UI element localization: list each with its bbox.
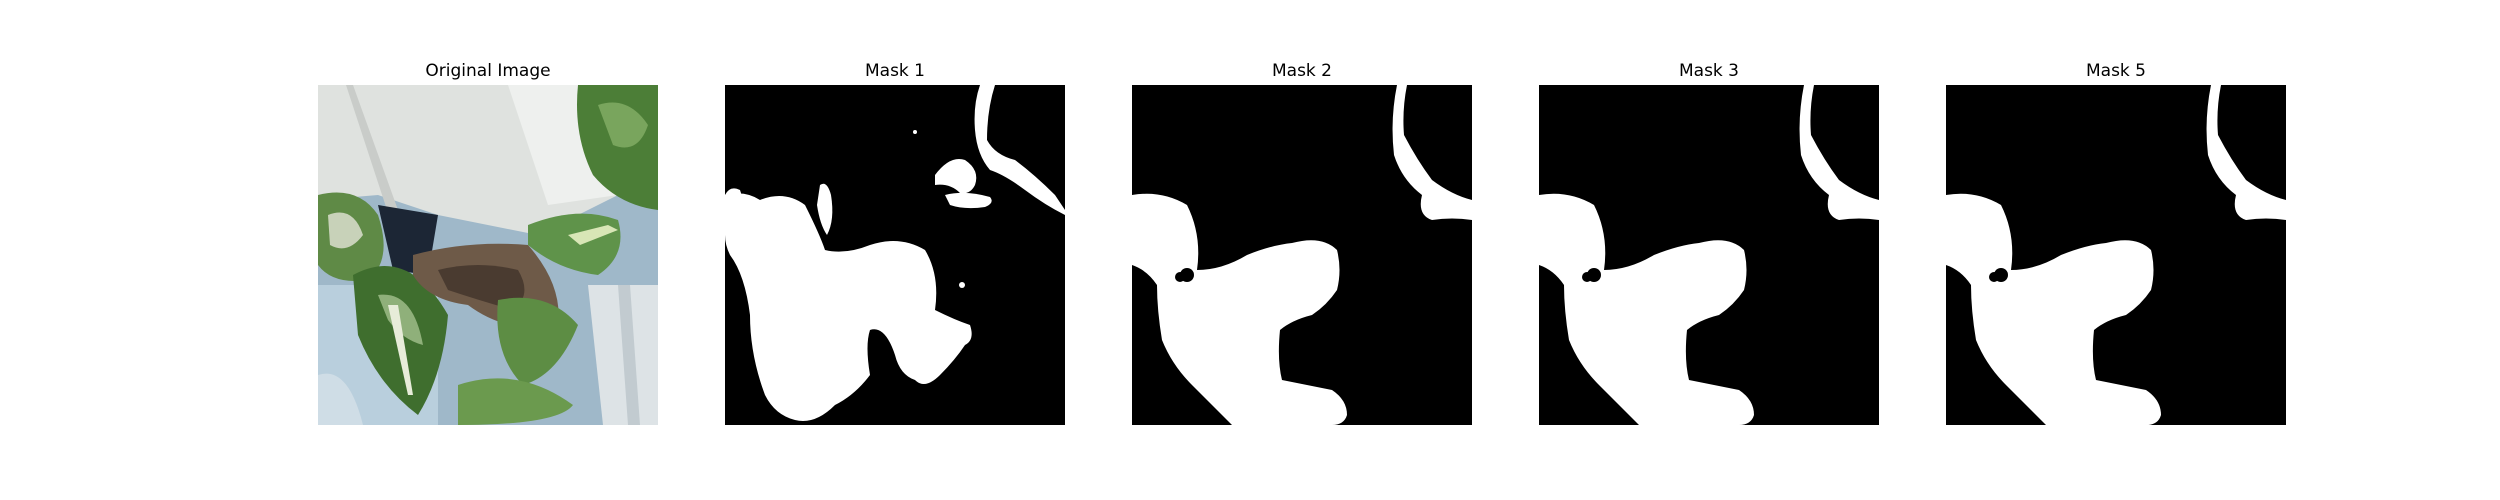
- mask-1-image: [725, 85, 1065, 425]
- original-photo: [318, 85, 658, 425]
- mask-3-image: [1539, 85, 1879, 425]
- panel-mask-1: Mask 1: [725, 58, 1065, 425]
- panel-original-image: Original Image: [318, 58, 658, 425]
- panel-mask-2: Mask 2: [1132, 58, 1472, 425]
- panel-title: Mask 3: [1678, 61, 1739, 81]
- mask-5-image: [1946, 85, 2286, 425]
- panel-title: Mask 1: [864, 61, 925, 81]
- panel-title: Mask 2: [1271, 61, 1332, 81]
- panel-mask-5: Mask 5: [1946, 58, 2286, 425]
- panel-title: Mask 5: [2085, 61, 2146, 81]
- panel-title: Original Image: [425, 61, 551, 81]
- panel-mask-3: Mask 3: [1539, 58, 1879, 425]
- mask-2-image: [1132, 85, 1472, 425]
